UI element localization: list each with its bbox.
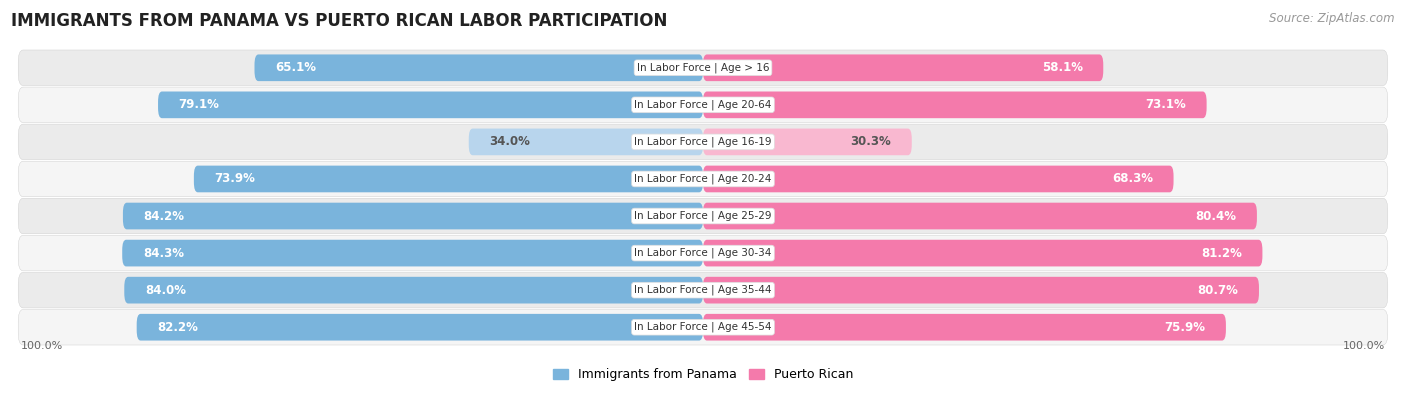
Text: 81.2%: 81.2% xyxy=(1201,246,1241,260)
Text: In Labor Force | Age 25-29: In Labor Force | Age 25-29 xyxy=(634,211,772,221)
Text: 73.9%: 73.9% xyxy=(215,173,256,186)
Text: 80.4%: 80.4% xyxy=(1195,209,1236,222)
FancyBboxPatch shape xyxy=(703,277,1258,303)
Text: 84.2%: 84.2% xyxy=(143,209,184,222)
FancyBboxPatch shape xyxy=(18,161,1388,197)
Text: Source: ZipAtlas.com: Source: ZipAtlas.com xyxy=(1270,12,1395,25)
Text: 82.2%: 82.2% xyxy=(157,321,198,334)
FancyBboxPatch shape xyxy=(703,166,1174,192)
FancyBboxPatch shape xyxy=(122,240,703,267)
FancyBboxPatch shape xyxy=(703,128,911,155)
Text: 100.0%: 100.0% xyxy=(21,342,63,352)
Text: In Labor Force | Age 20-64: In Labor Force | Age 20-64 xyxy=(634,100,772,110)
FancyBboxPatch shape xyxy=(18,309,1388,345)
FancyBboxPatch shape xyxy=(703,240,1263,267)
Text: 73.1%: 73.1% xyxy=(1146,98,1185,111)
Text: IMMIGRANTS FROM PANAMA VS PUERTO RICAN LABOR PARTICIPATION: IMMIGRANTS FROM PANAMA VS PUERTO RICAN L… xyxy=(11,12,668,30)
FancyBboxPatch shape xyxy=(18,235,1388,271)
FancyBboxPatch shape xyxy=(157,92,703,118)
Text: 34.0%: 34.0% xyxy=(489,135,530,149)
Text: In Labor Force | Age 35-44: In Labor Force | Age 35-44 xyxy=(634,285,772,295)
FancyBboxPatch shape xyxy=(18,198,1388,234)
Text: In Labor Force | Age > 16: In Labor Force | Age > 16 xyxy=(637,62,769,73)
FancyBboxPatch shape xyxy=(18,50,1388,86)
FancyBboxPatch shape xyxy=(703,55,1104,81)
FancyBboxPatch shape xyxy=(703,314,1226,340)
Text: In Labor Force | Age 30-34: In Labor Force | Age 30-34 xyxy=(634,248,772,258)
FancyBboxPatch shape xyxy=(122,203,703,229)
FancyBboxPatch shape xyxy=(136,314,703,340)
FancyBboxPatch shape xyxy=(18,87,1388,122)
Text: 84.3%: 84.3% xyxy=(143,246,184,260)
Text: 58.1%: 58.1% xyxy=(1042,61,1083,74)
Text: 68.3%: 68.3% xyxy=(1112,173,1153,186)
FancyBboxPatch shape xyxy=(703,92,1206,118)
Legend: Immigrants from Panama, Puerto Rican: Immigrants from Panama, Puerto Rican xyxy=(547,363,859,386)
Text: 65.1%: 65.1% xyxy=(276,61,316,74)
FancyBboxPatch shape xyxy=(124,277,703,303)
FancyBboxPatch shape xyxy=(18,273,1388,308)
Text: 75.9%: 75.9% xyxy=(1164,321,1205,334)
Text: In Labor Force | Age 45-54: In Labor Force | Age 45-54 xyxy=(634,322,772,333)
Text: In Labor Force | Age 20-24: In Labor Force | Age 20-24 xyxy=(634,174,772,184)
Text: 79.1%: 79.1% xyxy=(179,98,219,111)
Text: 84.0%: 84.0% xyxy=(145,284,186,297)
Text: 30.3%: 30.3% xyxy=(851,135,891,149)
FancyBboxPatch shape xyxy=(18,124,1388,160)
FancyBboxPatch shape xyxy=(703,203,1257,229)
Text: 80.7%: 80.7% xyxy=(1198,284,1239,297)
FancyBboxPatch shape xyxy=(194,166,703,192)
FancyBboxPatch shape xyxy=(468,128,703,155)
Text: In Labor Force | Age 16-19: In Labor Force | Age 16-19 xyxy=(634,137,772,147)
Text: 100.0%: 100.0% xyxy=(1343,342,1385,352)
FancyBboxPatch shape xyxy=(254,55,703,81)
